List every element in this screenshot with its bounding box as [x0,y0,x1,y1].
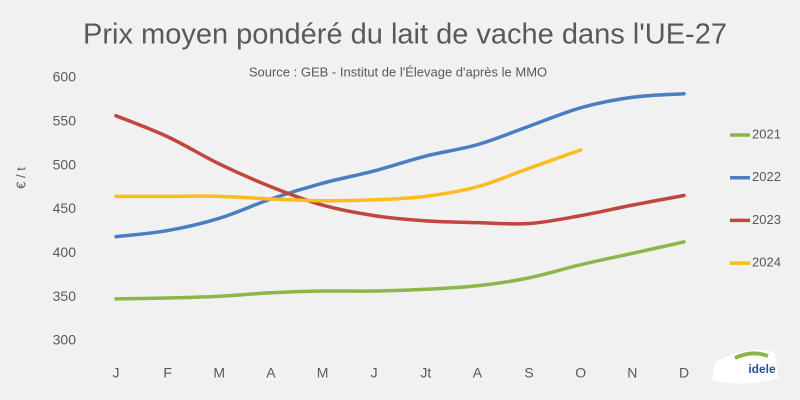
y-tick-label: 500 [53,156,77,172]
y-tick-label: 550 [53,113,77,129]
x-tick-label: A [473,365,483,381]
x-tick-label: D [679,365,689,381]
series-line [114,113,686,226]
x-tick-label: J [113,365,120,381]
x-tick-label: O [575,365,586,381]
x-tick-label: M [317,365,329,381]
legend-label: 2022 [752,169,781,184]
logo-shape [712,349,778,384]
x-tick-label: A [266,365,276,381]
logo: idele [712,349,778,384]
legend-label: 2021 [752,126,781,141]
x-tick-label: F [163,365,172,381]
logo-text: idele [748,362,776,376]
chart-subtitle: Source : GEB - Institut de l'Élevage d'a… [249,64,547,79]
legend-label: 2024 [752,255,781,270]
x-tick-label: M [213,365,225,381]
x-tick-label: J [371,365,378,381]
x-tick-label: N [627,365,637,381]
y-tick-label: 400 [53,244,77,260]
series-line [114,92,686,239]
logo-swoosh [734,351,769,360]
legend-label: 2023 [752,212,781,227]
y-tick-label: 600 [53,69,77,85]
y-axis-label: € / t [13,167,28,189]
chart-title: Prix moyen pondéré du lait de vache dans… [83,19,727,51]
series-line [114,148,583,203]
y-tick-label: 350 [53,288,77,304]
series-line [114,240,686,301]
y-tick-label: 300 [53,332,77,348]
y-tick-label: 450 [53,200,77,216]
x-tick-label: Jt [420,365,431,381]
x-tick-label: S [524,365,533,381]
